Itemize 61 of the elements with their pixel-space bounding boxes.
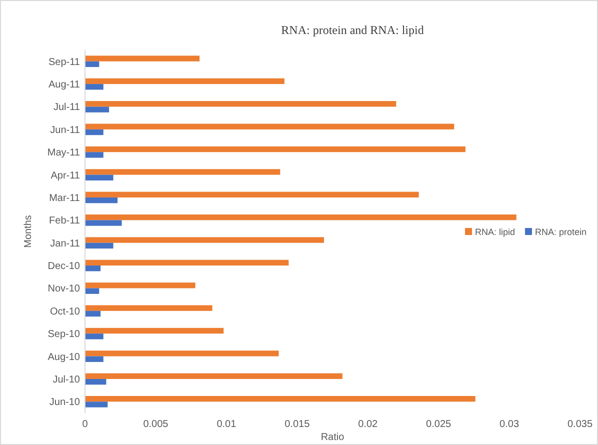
- chart-title: RNA: protein and RNA: lipid: [281, 23, 424, 37]
- bar: [85, 260, 289, 266]
- bar: [85, 106, 110, 112]
- bar: [85, 101, 396, 107]
- y-tick-label: Feb-11: [49, 216, 80, 227]
- bar: [85, 146, 466, 152]
- bar: [85, 174, 114, 180]
- y-tick-label: Dec-10: [48, 261, 80, 272]
- bar: [85, 169, 280, 175]
- bar: [85, 84, 104, 90]
- y-tick-label: Sep-11: [48, 56, 80, 68]
- bar: [85, 305, 212, 311]
- y-tick-label: Jul-10: [52, 374, 80, 386]
- y-tick-label: Mar-11: [49, 192, 80, 204]
- x-tick-label: 0.015: [284, 419, 310, 430]
- x-tick-label: 0.02: [358, 419, 378, 430]
- bar: [85, 328, 224, 334]
- x-tick-label: 0.035: [567, 419, 593, 430]
- legend-label: RNA: lipid: [475, 227, 516, 238]
- bar: [85, 266, 101, 272]
- y-tick-label: Oct-10: [50, 306, 80, 318]
- y-tick-label: Apr-11: [50, 170, 80, 182]
- y-tick-label: Jun-11: [50, 124, 80, 136]
- y-tick-label: Jan-11: [50, 238, 80, 250]
- x-tick-label: 0.01: [216, 419, 237, 430]
- bar: [85, 356, 104, 362]
- bar: [85, 310, 101, 317]
- y-tick-label: Jun-10: [49, 397, 80, 408]
- bar: [85, 78, 284, 84]
- x-tick-label: 0.03: [500, 419, 520, 430]
- y-tick-label: Sep-10: [48, 329, 80, 340]
- y-tick-label: Aug-10: [48, 352, 80, 363]
- x-tick-label: 0.005: [143, 419, 169, 430]
- y-axis-title: Months: [23, 215, 34, 248]
- bar: [85, 214, 516, 220]
- bar: [85, 350, 279, 356]
- bar: [85, 61, 100, 68]
- x-axis-title: Ratio: [320, 432, 345, 443]
- bar: [85, 282, 196, 288]
- bar: [85, 124, 454, 130]
- x-tick-label: 0.025: [426, 419, 452, 430]
- bar: [85, 373, 342, 379]
- bar: [85, 242, 114, 249]
- bar: [85, 378, 106, 385]
- bar: [85, 237, 324, 243]
- y-tick-label: Jul-11: [54, 102, 80, 114]
- bar: [85, 220, 122, 226]
- bar: [85, 288, 100, 294]
- bar: [85, 334, 104, 340]
- bar: [85, 396, 476, 402]
- y-tick-label: Nov-10: [48, 284, 80, 295]
- legend-label: RNA: protein: [535, 227, 587, 238]
- bar: [85, 152, 104, 158]
- bar: [85, 402, 108, 408]
- y-tick-label: May-11: [47, 148, 80, 159]
- bar: [85, 197, 118, 204]
- bar: [85, 56, 200, 62]
- bar: [85, 192, 419, 198]
- y-tick-label: Aug-11: [48, 80, 80, 91]
- x-tick-label: 0: [82, 419, 88, 430]
- bar: [85, 129, 104, 136]
